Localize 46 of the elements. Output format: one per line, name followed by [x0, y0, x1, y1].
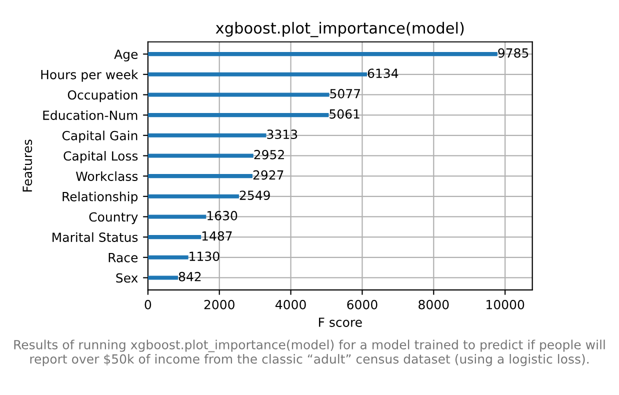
y-tick-label: Relationship — [62, 192, 138, 204]
bar — [148, 194, 239, 198]
data-label: 1130 — [190, 252, 220, 262]
data-label: 9785 — [498, 48, 528, 58]
bar — [148, 174, 252, 178]
y-tick-label: Age — [114, 50, 138, 62]
bar — [148, 255, 188, 260]
y-tick-label: Capital Loss — [64, 150, 138, 164]
x-axis-title: F score — [318, 318, 362, 327]
y-tick-label: Education-Num — [43, 110, 138, 120]
data-label: 6134 — [368, 68, 398, 78]
bar — [148, 235, 202, 240]
bar — [148, 113, 329, 118]
y-tick-label: Hours per week — [41, 70, 138, 82]
data-label: 2549 — [240, 190, 270, 200]
x-tick-label: 8000 — [418, 300, 449, 310]
x-tick-label: 2000 — [204, 300, 234, 310]
data-label: 842 — [178, 272, 201, 282]
y-tick-label: Workclass — [76, 171, 138, 181]
bar — [148, 276, 178, 280]
data-label: 1487 — [202, 231, 232, 241]
x-tick-label: 0 — [144, 300, 152, 310]
text: Results of running xgboost.plot_importance(model) for a model trained to predict if people will report over $50k of income from the classic “adult” census dataset (using a logistic loss). — [14, 340, 605, 366]
data-label: 5077 — [330, 88, 360, 98]
chart-title: xgboost.plot_importance(model) — [216, 22, 464, 38]
data-label: 2952 — [254, 150, 284, 160]
data-label: 5061 — [330, 109, 360, 119]
y-tick-label: Sex — [116, 273, 138, 283]
data-label: 1630 — [208, 210, 238, 220]
y-tick-label: Marital Status — [52, 232, 138, 242]
bar — [148, 92, 330, 97]
y-tick-label: Country — [89, 212, 138, 224]
x-tick-label: 4000 — [276, 300, 306, 310]
bar — [148, 154, 254, 158]
y-tick-label: Race — [108, 253, 138, 262]
data-label: 3313 — [267, 130, 298, 140]
y-tick-label: Occupation — [68, 90, 138, 102]
data-label: 2927 — [253, 170, 284, 180]
bar — [148, 72, 368, 76]
x-tick-label: 10000 — [486, 300, 524, 310]
bar — [148, 214, 206, 219]
bar — [148, 52, 498, 56]
x-tick-label: 6000 — [347, 300, 378, 310]
y-axis-title: Features — [22, 140, 32, 192]
y-tick-label: Capital Gain — [62, 130, 138, 143]
bar — [148, 133, 266, 138]
